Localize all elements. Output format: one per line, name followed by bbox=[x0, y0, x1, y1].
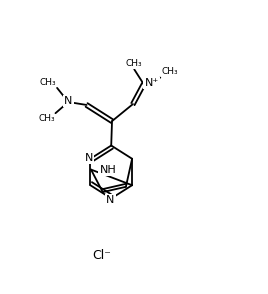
Text: CH₃: CH₃ bbox=[38, 114, 55, 123]
Text: CH₃: CH₃ bbox=[161, 67, 178, 76]
Text: N: N bbox=[106, 195, 115, 205]
Text: Cl⁻: Cl⁻ bbox=[92, 249, 111, 262]
Text: NH: NH bbox=[100, 165, 116, 175]
Text: N⁺: N⁺ bbox=[144, 78, 159, 88]
Text: N: N bbox=[85, 153, 93, 163]
Text: CH₃: CH₃ bbox=[40, 78, 56, 87]
Text: N: N bbox=[64, 96, 73, 106]
Text: CH₃: CH₃ bbox=[126, 59, 143, 68]
